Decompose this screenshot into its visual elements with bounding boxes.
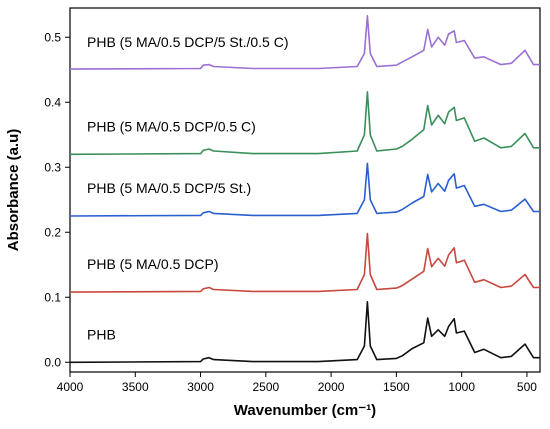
x-tick-label: 2500	[252, 380, 279, 394]
series-label-1: PHB (5 MA/0.5 DCP/5 St./0.5 C)	[87, 34, 289, 50]
series-label-3: PHB (5 MA/0.5 DCP/5 St.)	[87, 180, 251, 196]
x-tick-label: 1000	[448, 380, 475, 394]
series-line-3	[69, 162, 540, 217]
x-tick-label: 1500	[383, 380, 410, 394]
y-tick-label: 0.3	[44, 160, 61, 174]
x-tick-label: 3500	[122, 380, 149, 394]
plot-frame	[69, 7, 541, 373]
x-axis-title: Wavenumber (cm⁻¹)	[234, 402, 376, 419]
y-tick-label: 0.4	[44, 95, 61, 109]
series-line-5	[69, 301, 540, 364]
series-label-2: PHB (5 MA/0.5 DCP/0.5 C)	[87, 118, 256, 134]
series-line-2	[69, 91, 540, 156]
series-line-1	[69, 15, 540, 70]
series-label-4: PHB (5 MA/0.5 DCP)	[87, 256, 218, 272]
y-tick-label: 0.2	[44, 225, 61, 239]
x-tick-label: 4000	[57, 380, 84, 394]
y-tick-label: 0.5	[44, 30, 61, 44]
y-tick-label: 0.1	[44, 290, 61, 304]
x-tick-label: 500	[517, 380, 537, 394]
y-tick-label: 0.0	[44, 355, 61, 369]
x-tick-label: 3000	[187, 380, 214, 394]
y-axis-title: Absorbance (a.u)	[5, 129, 22, 252]
series-label-5: PHB	[87, 326, 116, 342]
series-line-4	[69, 232, 540, 293]
x-tick-label: 2000	[318, 380, 345, 394]
